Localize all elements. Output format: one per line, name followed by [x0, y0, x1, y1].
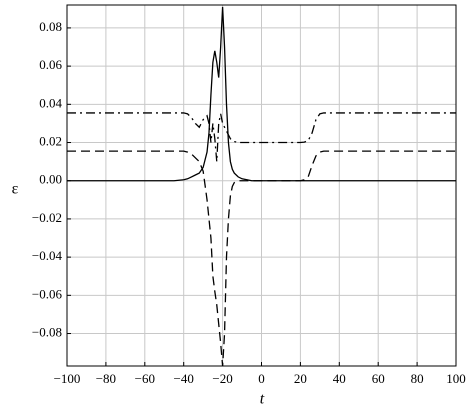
x-tick-label: 80: [411, 371, 424, 386]
x-tick-label: −80: [96, 371, 116, 386]
y-tick-label: −0.04: [32, 248, 63, 263]
y-axis-label: ε: [12, 181, 19, 198]
x-tick-label: −100: [54, 371, 81, 386]
x-tick-label: −20: [212, 371, 232, 386]
y-tick-label: 0.08: [39, 19, 62, 34]
x-tick-label: 20: [294, 371, 307, 386]
y-tick-label: 0.06: [39, 57, 62, 72]
y-tick-label: −0.06: [32, 286, 63, 301]
y-tick-label: −0.08: [32, 325, 62, 340]
x-tick-label: −60: [135, 371, 155, 386]
x-tick-label: 40: [333, 371, 346, 386]
data-line: [67, 112, 456, 162]
x-axis-label: t: [260, 391, 265, 408]
plot-frame: [66, 4, 457, 367]
x-tick-label: 60: [372, 371, 385, 386]
x-tick-label: 100: [446, 371, 466, 386]
data-line: [67, 150, 456, 367]
y-tick-label: 0.00: [39, 172, 62, 187]
x-tick-label: 0: [258, 371, 265, 386]
y-tick-label: 0.04: [39, 95, 62, 110]
x-tick-label: −40: [174, 371, 194, 386]
y-tick-label: 0.02: [39, 134, 62, 149]
data-line: [67, 6, 456, 182]
y-tick-label: −0.02: [32, 210, 62, 225]
